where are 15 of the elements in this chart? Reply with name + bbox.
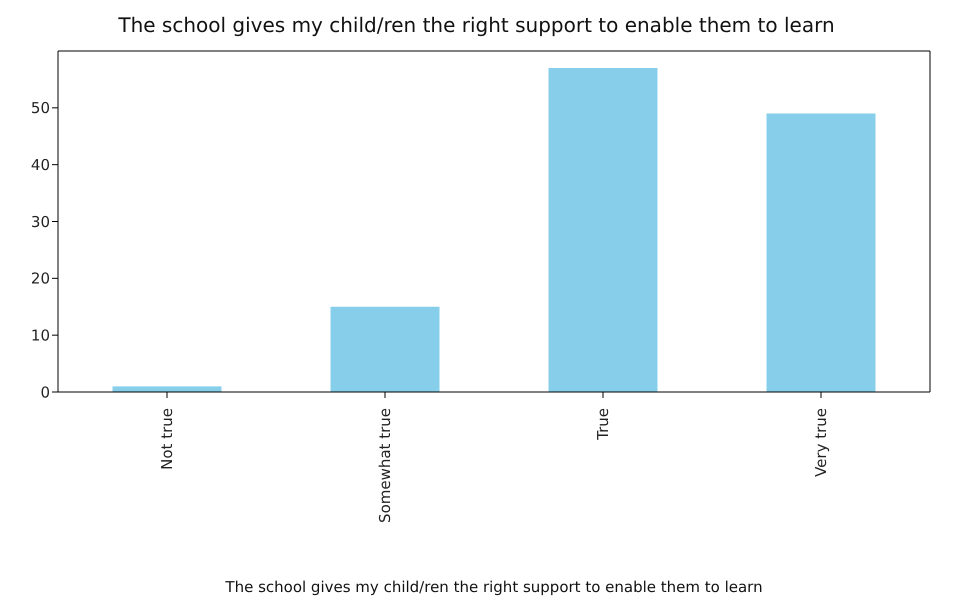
x-axis-title: The school gives my child/ren the right support to enable them to learn <box>224 578 763 596</box>
y-tick-label: 0 <box>40 383 50 402</box>
bar <box>548 68 658 392</box>
x-tick-label: Somewhat true <box>376 408 394 523</box>
y-tick-label: 30 <box>30 212 50 231</box>
y-tick-label: 10 <box>30 326 50 344</box>
bar <box>330 306 440 392</box>
chart-title: The school gives my child/ren the right support to enable them to learn <box>117 12 836 39</box>
x-tick-label: Not true <box>158 408 176 470</box>
x-tick-label: Very true <box>812 408 830 477</box>
x-tick-label: True <box>594 408 612 441</box>
bar <box>766 114 876 392</box>
y-tick-label: 20 <box>30 270 50 288</box>
y-tick-label: 50 <box>30 99 50 118</box>
y-tick-label: 40 <box>30 156 50 174</box>
